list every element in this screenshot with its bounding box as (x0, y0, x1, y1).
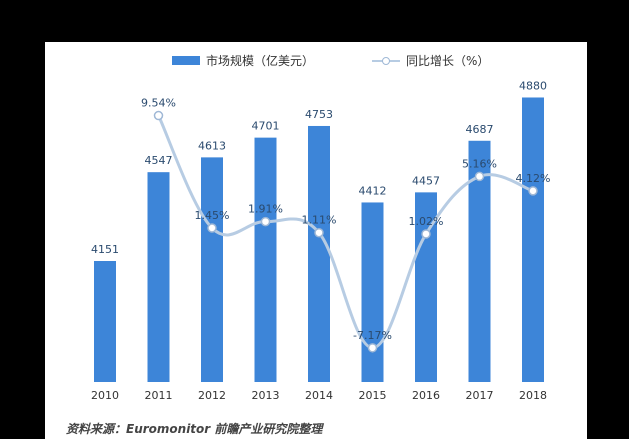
legend-bar-label: 市场规模（亿美元） (206, 54, 315, 68)
bar-value-label-2012: 4613 (198, 139, 226, 152)
bar-value-label-2011: 4547 (145, 154, 173, 167)
legend-line-swatch (372, 56, 400, 65)
growth-label-2012: 1.45% (195, 209, 230, 222)
bar-value-label-2015: 4412 (359, 184, 387, 197)
growth-label-2014: 1.11% (302, 214, 337, 227)
growth-label-2016: 1.02% (409, 215, 444, 228)
legend-bar-swatch (172, 56, 200, 65)
legend-bar: 市场规模（亿美元） (172, 52, 314, 69)
growth-label-2017: 5.16% (462, 157, 497, 170)
bar-value-label-2018: 4880 (519, 79, 547, 92)
bar-2012 (201, 157, 223, 382)
bar-value-label-2013: 4701 (252, 120, 280, 133)
growth-point-2011 (153, 110, 164, 121)
bar-2014 (308, 125, 330, 382)
x-tick-label-2018: 2018 (519, 389, 547, 402)
bar-2010 (94, 261, 116, 382)
bar-value-label-2017: 4687 (466, 123, 494, 136)
x-tick-label-2017: 2017 (466, 389, 494, 402)
bar-2011 (147, 172, 170, 382)
bar-value-label-2014: 4753 (305, 108, 333, 121)
bar-value-label-2010: 4151 (91, 243, 119, 256)
growth-label-2013: 1.91% (248, 203, 283, 216)
growth-label-2015: -7.17% (353, 329, 392, 342)
x-tick-label-2015: 2015 (359, 389, 387, 402)
x-tick-label-2016: 2016 (412, 389, 440, 402)
growth-point-2014 (314, 227, 324, 238)
growth-point-2018 (528, 186, 538, 196)
growth-point-2015 (367, 343, 378, 353)
bar-2016 (415, 192, 437, 382)
bar-2015 (361, 202, 384, 382)
legend-line: 同比增长（%） (372, 52, 489, 69)
bar-2018 (522, 97, 544, 383)
growth-label-2018: 4.12% (516, 172, 551, 185)
source-note: 资料来源：Euromonitor 前瞻产业研究院整理 (66, 422, 323, 436)
bar-2017 (468, 140, 491, 382)
x-tick-label-2013: 2013 (252, 389, 280, 402)
x-tick-label-2011: 2011 (145, 389, 173, 402)
growth-point-2013 (260, 216, 271, 227)
growth-point-2012 (207, 223, 217, 233)
growth-point-2016 (421, 229, 431, 239)
growth-point-2017 (474, 171, 485, 182)
bar-value-label-2016: 4457 (412, 174, 440, 187)
x-tick-label-2012: 2012 (198, 389, 226, 402)
bar-2013 (254, 137, 277, 382)
growth-label-2011: 9.54% (141, 97, 176, 110)
x-tick-label-2014: 2014 (305, 389, 333, 402)
legend-line-label: 同比增长（%） (406, 54, 490, 68)
x-tick-label-2010: 2010 (91, 389, 119, 402)
